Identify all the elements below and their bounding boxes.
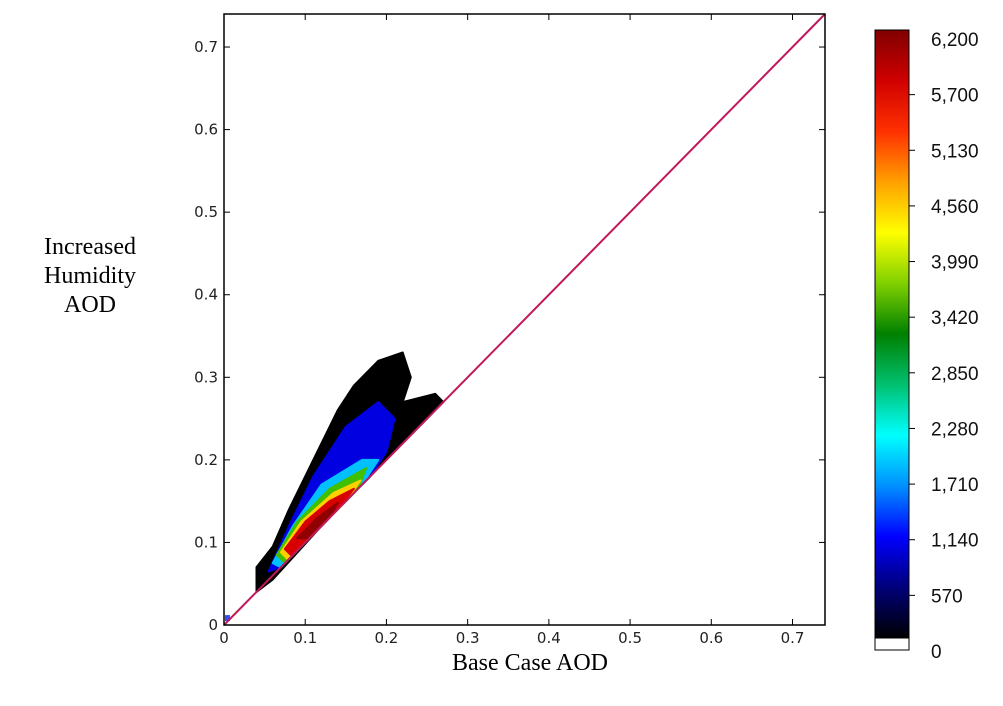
density-region-peak [296,501,339,540]
x-tick-label: 0.3 [456,629,480,647]
y-tick-label: 0.2 [194,451,218,469]
x-tick-label: 0.2 [375,629,399,647]
colorbar-frame [874,29,910,651]
colorbar-tick-label: 5,130 [931,141,979,162]
colorbar-tick-label: 4,560 [931,197,979,218]
colorbar-tick-label: 3,420 [931,308,979,329]
colorbar-zero-swatch [874,637,910,651]
y-tick-label: 0 [208,616,218,634]
x-tick-label: 0.7 [781,629,805,647]
one-to-one-line [223,13,826,626]
x-axis: 0 0.1 0.2 0.3 0.4 0.5 0.6 0.7 [219,14,804,647]
x-tick-label: 0 [219,629,229,647]
colorbar-tick-label: 2,850 [931,364,979,385]
x-tick-label: 0.1 [293,629,317,647]
y-axis-title-line-3: AOD [64,292,116,318]
colorbar-tick-label: 1,140 [931,531,979,552]
colorbar-tick-label: 570 [931,586,963,607]
density-regions [225,351,445,622]
y-axis: 0 0.1 0.2 0.3 0.4 0.5 0.6 0.7 [194,38,825,634]
y-tick-label: 0.1 [194,533,218,551]
x-axis-title: Base Case AOD [452,650,608,676]
colorbar-tick-label: 2,280 [931,419,979,440]
x-tick-label: 0.5 [618,629,642,647]
colorbar-tick-label: 6,200 [931,30,979,51]
y-axis-title-line-1: Increased [44,234,136,260]
x-tick-label: 0.4 [537,629,561,647]
colorbar-gradient [875,30,909,638]
y-axis-title: Increased Humidity AOD [0,233,180,320]
y-tick-label: 0.5 [194,203,218,221]
y-tick-label: 0.7 [194,38,218,56]
y-tick-label: 0.6 [194,121,218,139]
plot-frame [223,13,826,626]
y-tick-label: 0.4 [194,286,218,304]
colorbar-tick-label: 0 [931,642,942,663]
colorbar-tick-label: 3,990 [931,253,979,274]
colorbar-tick-label: 5,700 [931,86,979,107]
origin-point [225,615,230,622]
x-tick-label: 0.6 [699,629,723,647]
colorbar-tick-label: 1,710 [931,475,979,496]
y-axis-title-line-2: Humidity [43,263,136,289]
colorbar: 6,200 5,700 5,130 4,560 3,990 3,420 2,850 2,280… [874,29,979,663]
y-tick-label: 0.3 [194,368,218,386]
